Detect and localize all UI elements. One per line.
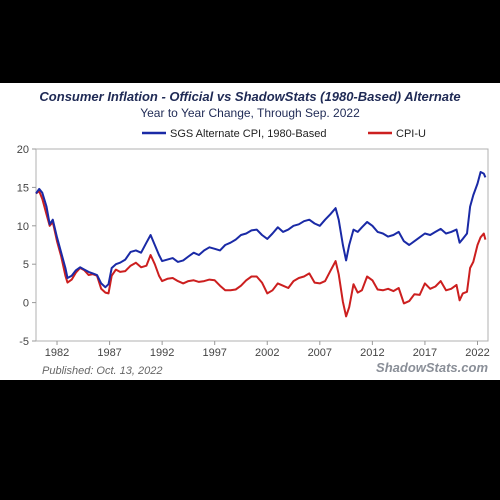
series-line-sgs (35, 171, 487, 289)
x-tick-label: 2012 (360, 347, 384, 359)
x-tick-label: 1982 (45, 347, 69, 359)
x-tick-label: 1992 (150, 347, 174, 359)
plot-frame (35, 148, 489, 342)
x-tick-label: 2017 (413, 347, 437, 359)
source-brand: ShadowStats.com (376, 360, 488, 375)
y-tick-label: 5 (23, 259, 29, 271)
x-tick-label: 1997 (202, 347, 226, 359)
legend-label-sgs: SGS Alternate CPI, 1980-Based (170, 128, 327, 140)
chart-title: Consumer Inflation - Official vs ShadowS… (39, 89, 460, 104)
axes: 20 15 10 5 0 -5 1982 1987 1992 1997 2002 2007 2012 20… (17, 144, 490, 359)
legend-label-cpiu: CPI-U (396, 128, 426, 140)
series-line-cpiu (35, 190, 487, 318)
x-tick-label: 1987 (97, 347, 121, 359)
y-tick-label: 10 (17, 221, 29, 233)
series-lines (35, 171, 487, 318)
y-tick-label: 20 (17, 144, 29, 156)
published-date: Published: Oct. 13, 2022 (42, 365, 162, 377)
inflation-chart: Consumer Inflation - Official vs ShadowS… (17, 89, 490, 377)
y-tick-label: 0 (23, 298, 29, 310)
x-tick-label: 2007 (308, 347, 332, 359)
chart-panel: Consumer Inflation - Official vs ShadowS… (0, 83, 500, 380)
x-tick-label: 2022 (465, 347, 489, 359)
legend: SGS Alternate CPI, 1980-Based CPI-U (142, 128, 426, 140)
y-tick-label: -5 (19, 336, 29, 348)
chart-subtitle: Year to Year Change, Through Sep. 2022 (140, 106, 360, 120)
y-tick-label: 15 (17, 182, 29, 194)
x-tick-label: 2002 (255, 347, 279, 359)
